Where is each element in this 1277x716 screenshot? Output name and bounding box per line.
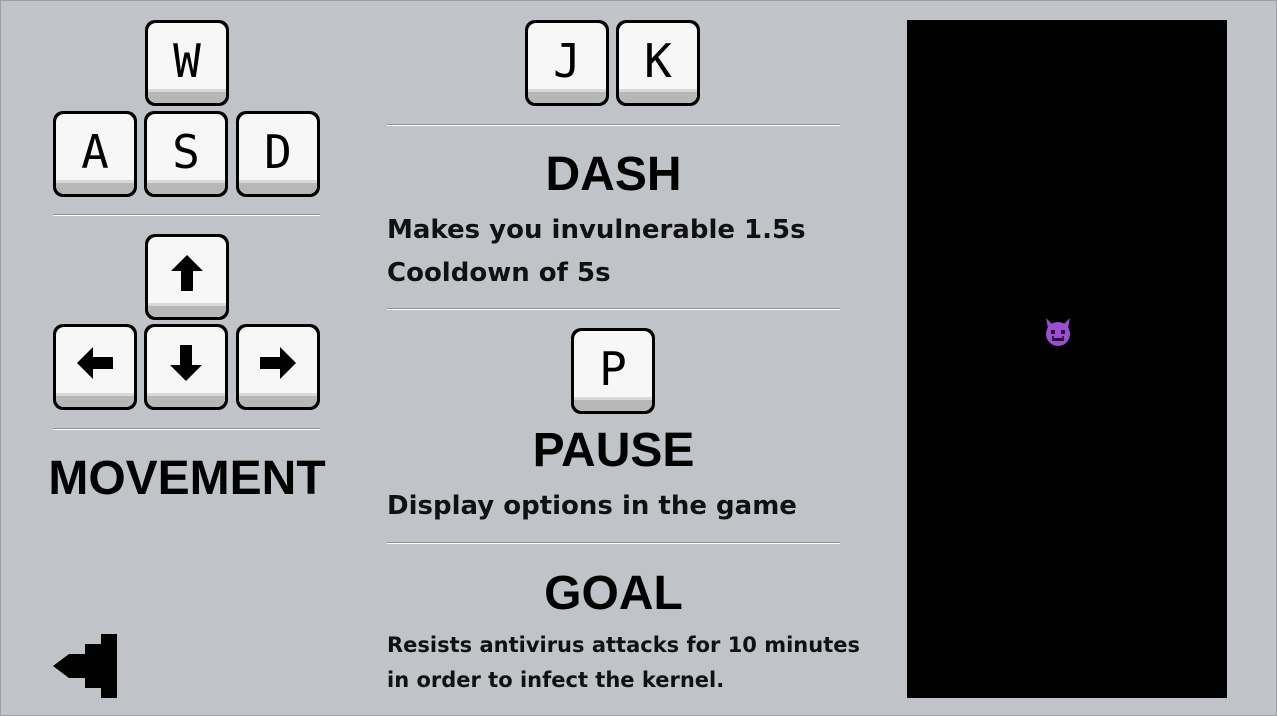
key-p: P: [571, 328, 655, 414]
back-arrow-icon[interactable]: [53, 634, 117, 698]
key-d-label: D: [264, 125, 292, 179]
game-viewport: [907, 20, 1227, 698]
key-arrow-up: [145, 234, 229, 320]
pause-line-1: Display options in the game: [387, 491, 797, 521]
dash-divider-top: [387, 124, 840, 126]
dash-title: DASH: [545, 148, 682, 201]
goal-line-1: Resists antivirus attacks for 10 minutes: [387, 633, 860, 657]
key-k-label: K: [644, 34, 672, 88]
key-a: A: [53, 111, 137, 197]
key-k: K: [616, 20, 700, 106]
arrow-right-icon: [260, 347, 296, 379]
key-w-label: W: [173, 34, 201, 88]
key-j: J: [525, 20, 609, 106]
goal-title: GOAL: [544, 567, 683, 620]
movement-title: MOVEMENT: [48, 452, 326, 505]
movement-divider-1: [53, 214, 320, 216]
key-p-label: P: [599, 342, 627, 396]
key-arrow-right: [236, 324, 320, 410]
dash-line-2: Cooldown of 5s: [387, 258, 611, 288]
key-arrow-down: [144, 324, 228, 410]
key-a-label: A: [81, 125, 109, 179]
arrow-up-icon: [171, 255, 203, 291]
dash-line-1: Makes you invulnerable 1.5s: [387, 215, 806, 245]
key-j-label: J: [553, 34, 581, 88]
key-s-label: S: [172, 125, 200, 179]
arrow-down-icon: [170, 345, 202, 381]
key-d: D: [236, 111, 320, 197]
purple-devil-icon: [1046, 318, 1070, 346]
key-w: W: [145, 20, 229, 106]
movement-divider-2: [53, 428, 320, 430]
arrow-left-icon: [77, 347, 113, 379]
goal-divider-top: [387, 542, 840, 544]
pause-divider-top: [387, 308, 840, 310]
key-arrow-left: [53, 324, 137, 410]
key-s: S: [144, 111, 228, 197]
goal-line-2: in order to infect the kernel.: [387, 668, 725, 692]
pause-title: PAUSE: [532, 424, 695, 477]
